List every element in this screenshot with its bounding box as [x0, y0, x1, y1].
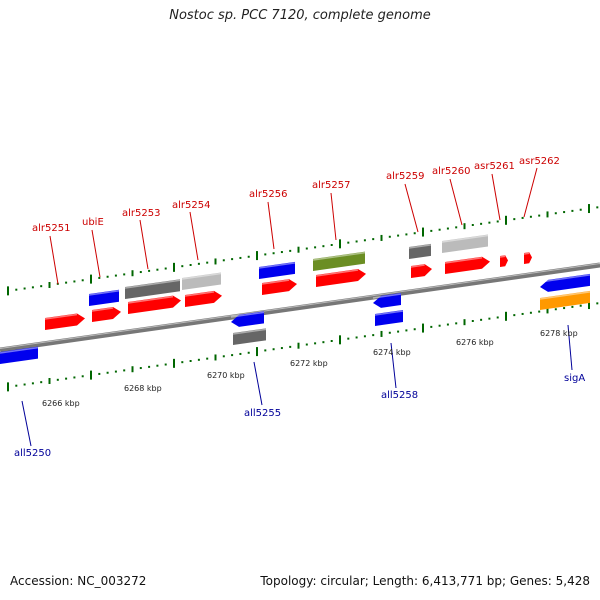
leader-alr5259	[404, 183, 419, 233]
feature-gray-2[interactable]	[409, 243, 431, 259]
gene-siga[interactable]	[540, 273, 590, 292]
scale-label-6278: 6278 kbp	[540, 329, 578, 338]
gene-all5258-shine	[374, 310, 404, 316]
feature-orange-1-shine	[539, 291, 591, 300]
gene-alr5256[interactable]	[262, 279, 297, 295]
gene-asr5261[interactable]	[500, 255, 508, 267]
feature-lightgray-2-shine	[441, 234, 489, 243]
genome-backbone	[0, 262, 600, 353]
gene-label-alr5257[interactable]: alr5257	[312, 180, 350, 191]
gene-label-all5250[interactable]: all5250	[14, 448, 51, 459]
gene-alr5259-shine	[410, 264, 425, 268]
gene-asr5262-shine	[523, 252, 530, 255]
feature-lightgray-1-shine	[181, 272, 222, 280]
gene-all5258[interactable]	[375, 310, 403, 326]
gene-alr5259[interactable]	[411, 264, 432, 278]
leader-siga	[567, 324, 573, 371]
gene-alr5257[interactable]	[316, 269, 366, 287]
gene-asr5261-shine	[499, 255, 506, 258]
gene-all5255[interactable]	[231, 311, 264, 327]
scale-label-6266: 6266 kbp	[42, 399, 80, 408]
gene-label-asr5261[interactable]: asr5261	[474, 161, 515, 172]
gene-all5255-shine	[230, 311, 265, 318]
leader-alr5257	[330, 192, 337, 241]
feature-lightgray-1[interactable]	[182, 272, 221, 290]
gene-alr5251-shine	[44, 313, 78, 320]
feature-olive-1-shine	[312, 251, 366, 261]
scale-label-6270: 6270 kbp	[207, 371, 245, 380]
genome-summary-text: Topology: circular; Length: 6,413,771 bp…	[260, 574, 590, 588]
gene-label-alr5260[interactable]: alr5260	[432, 166, 470, 177]
feature-gray-1[interactable]	[125, 279, 180, 299]
feature-lightgray-2[interactable]	[442, 234, 488, 253]
tick-marks	[7, 204, 599, 392]
scale-label-6268: 6268 kbp	[124, 384, 162, 393]
gene-label-all5258[interactable]: all5258	[381, 390, 418, 401]
gene-label-sigA[interactable]: sigA	[564, 373, 585, 384]
gene-ubie[interactable]	[92, 307, 121, 322]
gene-all5258-arrow[interactable]	[373, 293, 401, 308]
gene-label-alr5259[interactable]: alr5259	[386, 171, 424, 182]
gene-label-alr5256[interactable]: alr5256	[249, 189, 287, 200]
leader-all5250	[21, 400, 32, 447]
feature-gray-3[interactable]	[233, 328, 266, 345]
feature-blocks	[0, 234, 591, 364]
accession-text: Accession: NC_003272	[10, 574, 147, 588]
leader-all5255	[253, 361, 263, 406]
leader-asr5262	[523, 167, 538, 218]
gene-siga-shine	[539, 274, 591, 283]
gene-label-asr5262[interactable]: asr5262	[519, 156, 560, 167]
leader-alr5254	[189, 211, 199, 261]
gene-label-alr5254[interactable]: alr5254	[172, 200, 210, 211]
leader-ubie	[91, 229, 101, 278]
leader-alr5256	[267, 201, 275, 250]
gene-label-ubiE[interactable]: ubiE	[82, 217, 104, 228]
gene-all5258-arrow-shine	[372, 293, 402, 299]
leader-all5258	[390, 342, 397, 389]
gene-alr5260-shine	[444, 257, 483, 264]
gene-alr5260[interactable]	[445, 256, 490, 274]
feature-orange-1[interactable]	[540, 290, 590, 310]
feature-gray-2-shine	[408, 244, 432, 249]
gene-labels	[21, 167, 573, 447]
gene-label-alr5251[interactable]: alr5251	[32, 223, 70, 234]
leader-alr5260	[449, 178, 463, 226]
feature-blue-2[interactable]	[259, 261, 295, 279]
gene-all5250[interactable]	[0, 346, 38, 364]
feature-blue-2-shine	[258, 262, 296, 269]
genome-backbone-highlight	[0, 262, 600, 349]
gene-alr5256-shine	[261, 279, 290, 285]
gene-asr5262[interactable]	[524, 252, 532, 264]
feature-gray-1-shine	[124, 279, 181, 289]
gene-alr5254[interactable]	[185, 290, 222, 307]
gene-alr5253[interactable]	[128, 295, 181, 314]
gene-alr5254-shine	[184, 291, 215, 297]
feature-blue-1[interactable]	[89, 289, 119, 306]
feature-gray-3-shine	[232, 328, 267, 335]
feature-olive-1[interactable]	[313, 251, 365, 271]
map-title: Nostoc sp. PCC 7120, complete genome	[169, 8, 431, 23]
leader-alr5253	[139, 219, 149, 270]
gene-alr5253-shine	[127, 295, 174, 304]
gene-alr5251[interactable]	[45, 313, 85, 330]
scale-label-6274: 6274 kbp	[373, 348, 411, 357]
scale-label-6276: 6276 kbp	[456, 338, 494, 347]
gene-alr5257-shine	[315, 269, 359, 277]
gene-label-alr5253[interactable]: alr5253	[122, 208, 160, 219]
leader-alr5251	[49, 235, 59, 285]
gene-all5250-shine	[0, 346, 39, 354]
feature-blue-1-shine	[88, 290, 120, 296]
gene-ubie-shine	[91, 307, 114, 312]
leader-asr5261	[491, 173, 501, 221]
gene-label-all5255[interactable]: all5255	[244, 408, 281, 419]
scale-label-6272: 6272 kbp	[290, 359, 328, 368]
